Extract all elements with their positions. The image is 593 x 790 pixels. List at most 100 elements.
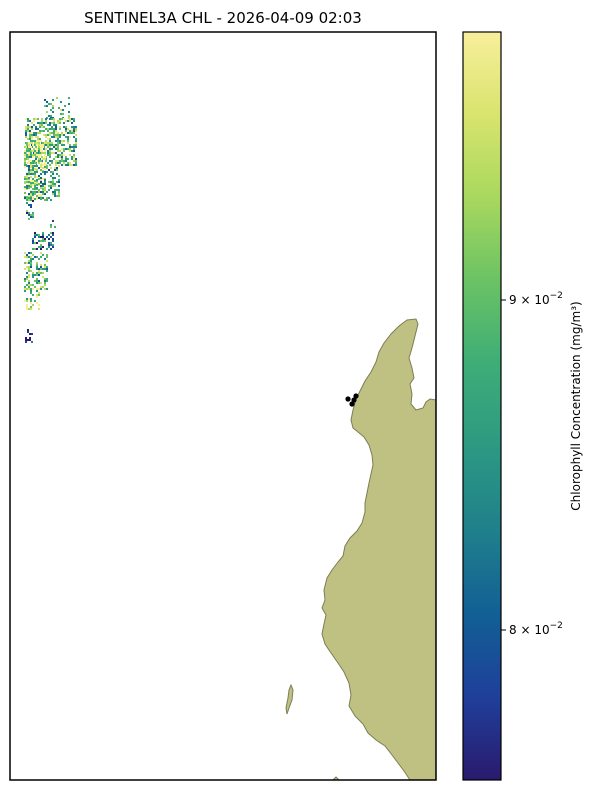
chl-pixel <box>42 240 44 242</box>
chl-pixel <box>26 156 28 158</box>
chl-pixel <box>61 144 63 146</box>
chl-pixel <box>29 136 31 138</box>
chl-pixel <box>38 178 40 180</box>
chl-pixel <box>38 304 40 306</box>
chl-pixel <box>36 182 38 184</box>
chl-pixel <box>40 144 42 146</box>
chl-pixel <box>73 132 75 134</box>
chl-pixel <box>44 150 46 152</box>
chl-pixel <box>34 183 36 185</box>
chl-pixel <box>28 162 30 164</box>
chl-pixel <box>62 109 64 111</box>
chl-pixel <box>30 194 32 196</box>
chl-pixel <box>50 167 52 169</box>
chl-pixel <box>45 122 47 124</box>
chl-pixel <box>31 341 33 343</box>
chl-pixel <box>58 195 60 197</box>
chl-pixel <box>34 180 36 182</box>
chl-pixel <box>30 214 32 216</box>
chl-pixel <box>34 280 36 282</box>
chl-pixel <box>43 134 45 136</box>
chl-pixel <box>30 154 32 156</box>
chl-pixel <box>71 122 73 124</box>
chl-pixel <box>24 268 26 270</box>
chl-pixel <box>67 136 69 138</box>
chl-pixel <box>25 136 27 138</box>
chl-pixel <box>30 252 32 254</box>
chl-pixel <box>59 150 61 152</box>
chl-pixel <box>46 254 48 256</box>
chl-pixel <box>43 122 45 124</box>
chl-pixel <box>49 140 51 142</box>
chl-pixel <box>30 270 32 272</box>
chl-pixel <box>50 199 52 201</box>
chl-pixel <box>44 162 46 164</box>
chl-pixel <box>34 140 36 142</box>
chl-pixel <box>53 132 55 134</box>
chl-pixel <box>40 181 42 183</box>
chl-pixel <box>36 152 38 154</box>
chl-pixel <box>53 128 55 130</box>
chl-pixel <box>29 337 31 339</box>
colorbar-frame <box>462 31 502 781</box>
chl-pixel <box>46 280 48 282</box>
chl-pixel <box>41 126 43 128</box>
chl-pixel <box>57 132 59 134</box>
chl-pixel <box>32 214 34 216</box>
chl-pixel <box>42 158 44 160</box>
chl-pixel <box>26 212 28 214</box>
chl-pixel <box>30 262 32 264</box>
chl-pixel <box>38 308 40 310</box>
chl-pixel <box>24 178 26 180</box>
chl-pixel <box>42 144 44 146</box>
chl-pixel <box>32 167 34 169</box>
chl-pixel <box>44 173 46 175</box>
chl-pixel <box>35 132 37 134</box>
chl-pixel <box>42 232 44 234</box>
chl-pixel <box>38 140 40 142</box>
chl-pixel <box>61 152 63 154</box>
chl-pixel <box>61 154 63 156</box>
chl-pixel <box>30 306 32 308</box>
chl-pixel <box>40 166 42 168</box>
chl-pixel <box>42 236 44 238</box>
chl-pixel <box>26 262 28 264</box>
chl-pixel <box>30 292 32 294</box>
chl-pixel <box>54 169 56 171</box>
chl-pixel <box>32 193 34 195</box>
chl-pixel <box>59 156 61 158</box>
chl-pixel <box>51 162 53 164</box>
chl-pixel <box>32 150 34 152</box>
chl-pixel <box>71 150 73 152</box>
chl-pixel <box>40 248 42 250</box>
chl-pixel <box>45 160 47 162</box>
chl-pixel <box>73 146 75 148</box>
chl-pixel <box>46 248 48 250</box>
chl-pixel <box>30 160 32 162</box>
chl-pixel <box>63 122 65 124</box>
chl-pixel <box>63 164 65 166</box>
chl-pixel <box>32 200 34 202</box>
chl-pixel <box>75 126 77 128</box>
chl-pixel <box>47 146 49 148</box>
chl-pixel <box>34 236 36 238</box>
chl-pixel <box>34 162 36 164</box>
chl-pixel <box>40 169 42 171</box>
chl-pixel <box>33 148 35 150</box>
chl-pixel <box>30 171 32 173</box>
chl-pixel <box>53 134 55 136</box>
chl-pixel <box>30 184 32 186</box>
chl-pixel <box>50 115 52 117</box>
chl-pixel <box>28 218 30 220</box>
chl-pixel <box>48 244 50 246</box>
chl-pixel <box>24 256 26 258</box>
chl-pixel <box>25 126 27 128</box>
chl-pixel <box>44 105 46 107</box>
chl-pixel <box>69 136 71 138</box>
chl-pixel <box>36 148 38 150</box>
chl-pixel <box>40 185 42 187</box>
chl-pixel <box>44 158 46 160</box>
chl-pixel <box>42 286 44 288</box>
chl-pixel <box>50 183 52 185</box>
chl-pixel <box>30 162 32 164</box>
